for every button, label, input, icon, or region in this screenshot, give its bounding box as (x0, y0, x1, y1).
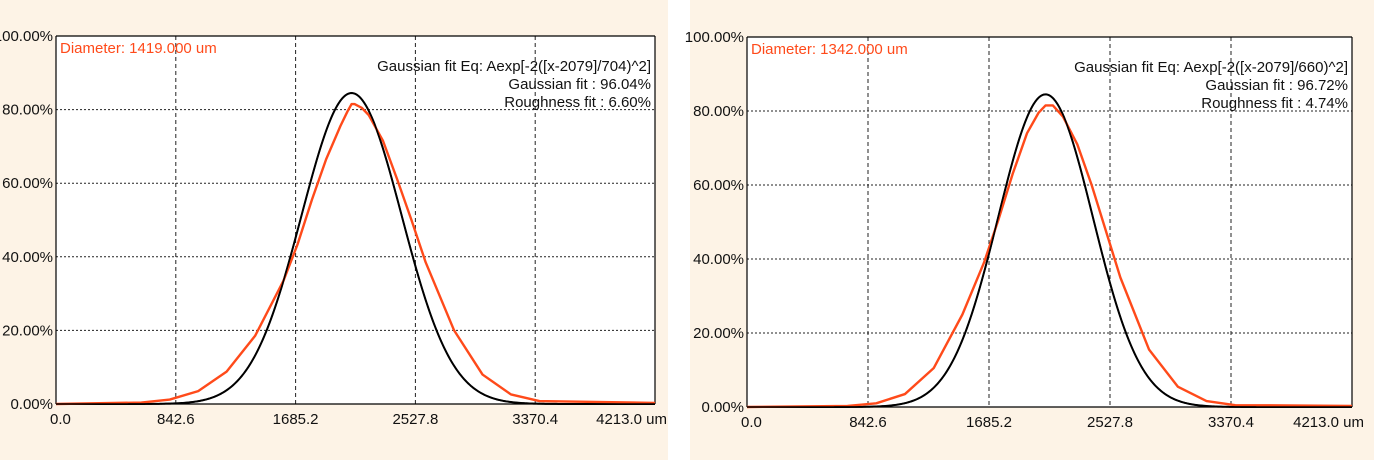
c0-x-tick-label-3: 2527.8 (392, 411, 438, 428)
c0-series-fit-line-overlay (56, 92, 655, 405)
c0-y-tick-label-5: 100.00% (0, 28, 53, 45)
c0-y-tick-label-1: 20.00% (2, 322, 53, 339)
c1-gaussian-fit-value: Gaussian fit : 96.72% (1205, 77, 1348, 94)
chart-right-svg: 0.00% 20.00% 40.00% 60.00% 80.00% 100.00% 0.0 8… (685, 29, 1364, 431)
c0-series-measured-line (55, 102, 656, 406)
c1-x-tick-label-1: 842.6 (849, 414, 887, 431)
c0-y-tick-label-4: 80.00% (2, 102, 53, 119)
c1-diameter-annotation: Diameter: 1342.000 um (751, 41, 908, 58)
c0-y-tick-label-3: 60.00% (2, 175, 53, 192)
c1-fit-equation: Gaussian fit Eq: Aexp[-2([x-2079]/660)^2… (1074, 59, 1348, 76)
c1-roughness-fit-value: Roughness fit : 4.74% (1201, 95, 1348, 112)
c0-fit-equation: Gaussian fit Eq: Aexp[-2([x-2079]/704)^2… (377, 58, 651, 75)
c0-diameter-annotation: Diameter: 1419.000 um (60, 40, 217, 57)
c0-roughness-fit-value: Roughness fit : 6.60% (504, 94, 651, 111)
c1-y-tick-label-1: 20.00% (693, 325, 744, 342)
c1-y-tick-label-2: 40.00% (693, 251, 744, 268)
c0-x-tick-label-4: 3370.4 (512, 411, 558, 428)
c1-x-tick-label-2: 1685.2 (966, 414, 1012, 431)
c1-x-tick-label-0: 0.0 (741, 414, 762, 431)
c0-x-tick-label-2: 1685.2 (273, 411, 319, 428)
c0-y-tick-label-2: 40.00% (2, 249, 53, 266)
c0-x-tick-label-1: 842.6 (157, 411, 195, 428)
c1-x-tick-label-4: 3370.4 (1208, 414, 1254, 431)
c1-y-tick-label-3: 60.00% (693, 177, 744, 194)
c1-x-tick-label-3: 2527.8 (1087, 414, 1133, 431)
c1-plot-area (747, 37, 1352, 407)
c1-y-tick-label-5: 100.00% (685, 29, 744, 46)
c0-plot-area (56, 36, 655, 404)
c1-y-tick-label-0: 0.00% (701, 399, 744, 416)
chart-panel-left: 0.00% 20.00% 40.00% 60.00% 80.00% 100.00% 0.0 8… (0, 0, 668, 460)
c1-x-tick-label-5: 4213.0 um (1293, 414, 1364, 431)
c0-gaussian-fit-value: Gaussian fit : 96.04% (508, 76, 651, 93)
c1-series-measured-line (746, 104, 1353, 409)
c0-y-tick-label-0: 0.00% (10, 396, 53, 413)
chart-left-svg: 0.00% 20.00% 40.00% 60.00% 80.00% 100.00% 0.0 8… (0, 28, 667, 428)
c1-y-tick-label-4: 80.00% (693, 103, 744, 120)
c0-x-tick-label-5: 4213.0 um (596, 411, 667, 428)
chart-panel-right: 0.00% 20.00% 40.00% 60.00% 80.00% 100.00% 0.0 8… (685, 0, 1374, 460)
c0-x-tick-label-0: 0.0 (50, 411, 71, 428)
c1-series-fit-line-overlay (747, 93, 1352, 408)
